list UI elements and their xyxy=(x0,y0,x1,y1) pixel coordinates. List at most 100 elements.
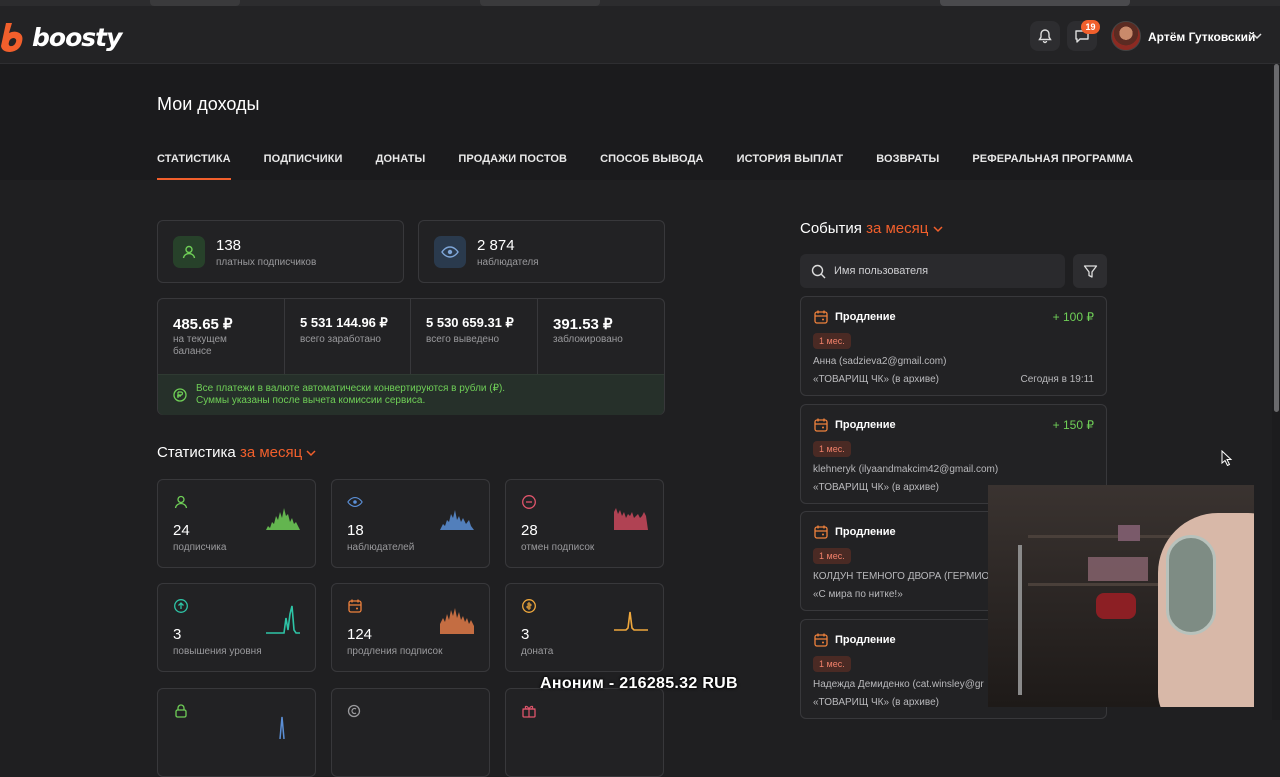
user-name[interactable]: Артём Гутковский xyxy=(1148,30,1256,44)
browser-tab[interactable] xyxy=(480,0,600,6)
notifications-button[interactable] xyxy=(1030,21,1060,51)
search-icon xyxy=(811,264,826,279)
search-placeholder: Имя пользователя xyxy=(834,265,929,277)
stats-section-header: Статистика за месяц xyxy=(157,444,316,461)
shelf xyxy=(1028,583,1254,586)
minus-circle-icon xyxy=(522,495,536,509)
event-user: КОЛДУН ТЕМНОГО ДВОРА (ГЕРМИО xyxy=(813,571,990,582)
stats-section-title: Статистика xyxy=(157,444,236,461)
stat-value: 18 xyxy=(347,522,364,539)
events-section-header: События за месяц xyxy=(800,220,943,237)
followers-card: 2 874 наблюдателя xyxy=(418,220,665,283)
browser-tab[interactable] xyxy=(150,0,240,6)
balance-earned: 5 531 144.96 ₽ всего заработано xyxy=(285,299,411,374)
shelf-item xyxy=(1096,593,1136,619)
chevron-down-icon[interactable] xyxy=(933,225,943,233)
stats-period-dropdown[interactable]: за месяц xyxy=(239,444,303,461)
sparkline-chart xyxy=(440,608,474,634)
top-navigation-bar: boosty 19 Артём Гутковский xyxy=(0,6,1280,64)
filter-button[interactable] xyxy=(1073,254,1107,288)
stat-label: повышения уровня xyxy=(173,646,262,657)
notice-line-2: Суммы указаны после вычета комиссии серв… xyxy=(196,395,426,406)
paid-subscribers-card: 138 платных подписчиков xyxy=(157,220,404,283)
events-section-title: События xyxy=(800,220,862,237)
event-tier: «ТОВАРИЩ ЧК» (в архиве) xyxy=(813,697,939,708)
event-amount: + 100 ₽ xyxy=(1052,310,1094,324)
tab-referral-program[interactable]: РЕФЕРАЛЬНАЯ ПРОГРАММА xyxy=(972,153,1134,165)
balance-label: всего заработано xyxy=(300,334,381,345)
stat-card-upgrades[interactable]: 3 повышения уровня xyxy=(157,583,316,672)
balance-withdrawn: 5 530 659.31 ₽ всего выведено xyxy=(411,299,538,374)
eye-icon xyxy=(434,236,466,268)
tab-subscribers[interactable]: ПОДПИСЧИКИ xyxy=(263,153,343,165)
browser-tab-active[interactable] xyxy=(940,0,1130,6)
sparkline-chart xyxy=(440,510,474,530)
event-tier: «ТОВАРИЩ ЧК» (в архиве) xyxy=(813,374,939,385)
coin-icon xyxy=(522,599,536,613)
event-period-badge: 1 мес. xyxy=(813,656,851,672)
shelf xyxy=(1028,535,1254,538)
stat-card-gifts[interactable] xyxy=(505,688,664,777)
calendar-icon xyxy=(814,418,828,432)
stat-card-payments[interactable] xyxy=(331,688,490,777)
event-user: Анна (sadzieva2@gmail.com) xyxy=(813,356,947,367)
page-header xyxy=(0,64,1272,180)
stat-label: подписчика xyxy=(173,542,227,553)
balance-value: 485.65 ₽ xyxy=(173,316,233,333)
user-icon xyxy=(173,236,205,268)
boosty-logo[interactable]: boosty xyxy=(0,23,122,53)
notice-line-1: Все платежи в валюте автоматически конве… xyxy=(196,383,506,394)
sword xyxy=(1018,545,1022,695)
tab-donations[interactable]: ДОНАТЫ xyxy=(375,153,426,165)
chevron-down-icon[interactable] xyxy=(1252,32,1262,40)
event-tier: «ТОВАРИЩ ЧК» (в архиве) xyxy=(813,482,939,493)
stat-label: доната xyxy=(521,646,554,657)
tab-refunds[interactable]: ВОЗВРАТЫ xyxy=(876,153,940,165)
balance-blocked: 391.53 ₽ заблокировано xyxy=(538,299,664,374)
event-card[interactable]: Продление + 100 ₽ 1 мес. Анна (sadzieva2… xyxy=(800,296,1107,396)
stat-card-cancellations[interactable]: 28 отмен подписок xyxy=(505,479,664,568)
notice-text: Все платежи в валюте автоматически конве… xyxy=(196,383,505,407)
tab-post-sales[interactable]: ПРОДАЖИ ПОСТОВ xyxy=(458,153,568,165)
events-period-dropdown[interactable]: за месяц xyxy=(866,220,929,237)
sparkline-chart xyxy=(614,611,648,631)
stat-label: продления подписок xyxy=(347,646,443,657)
stat-label: наблюдателей xyxy=(347,542,415,553)
filter-icon xyxy=(1083,264,1097,278)
avatar[interactable] xyxy=(1111,21,1141,51)
tab-payout-history[interactable]: ИСТОРИЯ ВЫПЛАТ xyxy=(736,153,844,165)
sparkline-chart xyxy=(279,716,285,739)
event-period-badge: 1 мес. xyxy=(813,333,851,349)
income-tabs: СТАТИСТИКА ПОДПИСЧИКИ ДОНАТЫ ПРОДАЖИ ПОС… xyxy=(157,153,1166,180)
tab-payout-method[interactable]: СПОСОБ ВЫВОДА xyxy=(600,153,704,165)
kpi-value: 138 xyxy=(216,237,242,254)
event-user: Надежда Демиденко (cat.winsley@gr xyxy=(813,679,984,690)
event-type: Продление xyxy=(835,311,896,323)
shelf-item xyxy=(1118,525,1140,541)
stat-value: 3 xyxy=(173,626,182,643)
kpi-label: платных подписчиков xyxy=(216,257,317,268)
stat-card-subscribers[interactable]: 24 подписчика xyxy=(157,479,316,568)
balance-label: заблокировано xyxy=(553,334,623,345)
stat-card-donations[interactable]: 3 доната xyxy=(505,583,664,672)
balance-label: на текущем балансе xyxy=(173,334,227,357)
stat-card-locked[interactable] xyxy=(157,688,316,777)
lock-icon xyxy=(175,704,187,718)
shelf-item xyxy=(1088,557,1148,581)
messages-count-badge: 19 xyxy=(1081,20,1100,34)
calendar-icon xyxy=(348,599,362,613)
arrow-up-circle-icon xyxy=(174,599,188,613)
tab-statistics[interactable]: СТАТИСТИКА xyxy=(157,153,231,180)
user-search-input[interactable]: Имя пользователя xyxy=(800,254,1065,288)
gift-icon xyxy=(522,705,536,718)
event-amount: + 150 ₽ xyxy=(1052,418,1094,432)
stat-card-renewals[interactable]: 124 продления подписок xyxy=(331,583,490,672)
currency-exchange-icon xyxy=(173,388,187,402)
balance-value: 391.53 ₽ xyxy=(553,316,613,333)
kpi-value: 2 874 xyxy=(477,237,515,254)
stat-card-followers[interactable]: 18 наблюдателей xyxy=(331,479,490,568)
balance-current: 485.65 ₽ на текущем балансе xyxy=(158,299,285,374)
chevron-down-icon[interactable] xyxy=(306,449,316,457)
page-scrollbar-thumb[interactable] xyxy=(1274,64,1279,412)
sparkline-chart xyxy=(266,605,300,634)
